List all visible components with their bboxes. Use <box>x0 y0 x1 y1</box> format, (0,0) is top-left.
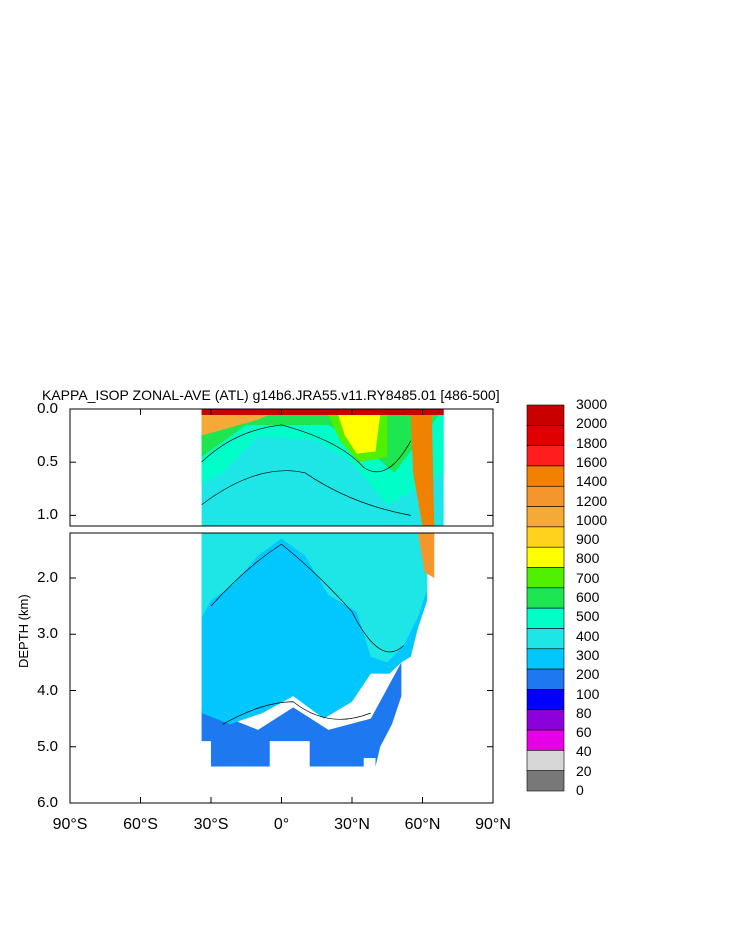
colorbar-swatch <box>526 648 565 670</box>
boundary-current-lower <box>417 533 435 578</box>
contour-300-lower <box>210 543 404 653</box>
colorbar-level-label: 1800 <box>576 434 608 451</box>
colorbar-swatch <box>526 628 565 650</box>
contour-upper-1 <box>201 424 412 473</box>
colorbar-level-label: 300 <box>576 646 600 663</box>
colorbar-level-label: 400 <box>576 627 600 644</box>
colorbar-level-label: 200 <box>576 666 600 683</box>
colorbar-level-label: 2000 <box>576 415 608 432</box>
x-tick-label: 90°S <box>52 816 88 833</box>
colorbar-swatch <box>526 526 565 548</box>
colorbar-level-label: 1200 <box>576 492 608 509</box>
colorbar-level-label: 1600 <box>576 453 608 470</box>
colorbar-level-label: 800 <box>576 550 600 567</box>
x-tick-label: 30°N <box>334 816 370 833</box>
x-tick-label: 60°N <box>404 816 441 833</box>
y-tick-label: 6.0 <box>37 794 58 811</box>
y-tick-label: 1.0 <box>37 506 58 524</box>
colorbar-level-label: 20 <box>576 762 592 779</box>
y-tick-label: 3.0 <box>37 625 58 643</box>
colorbar-level-label: 900 <box>576 531 600 548</box>
colorbar-level-label: 1400 <box>576 473 608 490</box>
colorbar-level-label: 80 <box>576 704 592 721</box>
chart-title: KAPPA_ISOP ZONAL-AVE (ATL) g14b6.JRA55.v… <box>42 387 500 403</box>
colorbar-level-label: 60 <box>576 724 592 741</box>
surface-max-band <box>201 409 444 415</box>
southern-orange <box>201 409 282 436</box>
colorbar-swatch <box>526 485 565 507</box>
bottom-water-band <box>201 662 402 767</box>
colorbar-swatch <box>526 506 565 528</box>
y-tick-label: 2.0 <box>37 569 58 586</box>
intermediate-water-field <box>201 533 428 663</box>
boundary-current-upper <box>410 414 435 526</box>
colorbar-swatch <box>526 607 565 629</box>
colorbar-swatch <box>526 587 565 609</box>
y-tick-label: 5.0 <box>37 737 58 755</box>
x-tick-label: 60°S <box>123 816 158 833</box>
colorbar-swatch <box>526 445 565 467</box>
colorbar-level-label: 40 <box>576 743 592 760</box>
colorbar-swatch <box>526 567 565 589</box>
colorbar-swatch <box>526 404 565 426</box>
contour-200-lower <box>222 701 371 725</box>
x-tick-label: 30°S <box>193 816 229 833</box>
colorbar-level-label: 500 <box>576 608 600 625</box>
x-tick-label: 90°N <box>475 816 511 833</box>
contour-upper-2 <box>201 470 411 516</box>
y-tick-label: 0.5 <box>37 453 58 471</box>
colorbar-swatch <box>526 750 565 771</box>
x-tick-label: 0° <box>273 816 290 833</box>
colorbar-level-label: 100 <box>576 685 600 702</box>
colorbar-level-label: 1000 <box>576 511 608 528</box>
y-tick-label: 4.0 <box>37 681 58 699</box>
colorbar-swatch <box>526 668 565 690</box>
y-tick-label: 0.0 <box>37 400 58 417</box>
colorbar-swatch <box>526 770 565 792</box>
colorbar-swatch <box>526 425 565 446</box>
colorbar-level-label: 3000 <box>576 396 608 412</box>
colorbar-swatch <box>526 689 565 711</box>
colorbar-swatch <box>526 709 565 731</box>
colorbar-level-label: 600 <box>576 589 600 605</box>
colorbar-level-label: 700 <box>576 569 600 586</box>
subtropical-core <box>337 414 381 454</box>
colorbar-swatch <box>526 465 565 487</box>
colorbar-swatch <box>526 546 565 568</box>
colorbar-swatch <box>526 729 565 751</box>
colorbar-level-label: 0 <box>576 782 584 798</box>
